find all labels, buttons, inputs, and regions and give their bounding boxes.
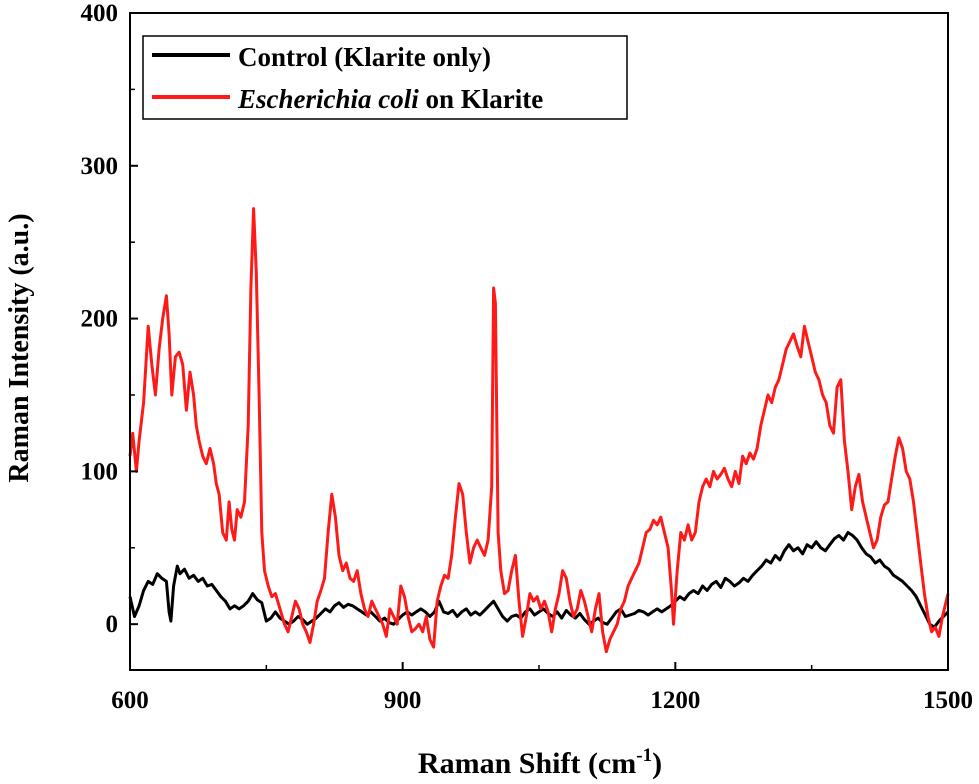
series-line-control xyxy=(128,531,950,629)
ticks-layer: 600 900 1200 1500 0 100 200 300 400 xyxy=(81,0,974,714)
y-tick-label-200: 200 xyxy=(81,306,119,333)
x-tick-label-1500: 1500 xyxy=(923,687,973,714)
legend-label-ecoli-italic: Escherichia coli xyxy=(237,84,419,114)
legend-label-control: Control (Klarite only) xyxy=(238,42,491,72)
y-tick-label-0: 0 xyxy=(106,611,119,638)
y-tick-label-300: 300 xyxy=(81,153,119,180)
series-layer xyxy=(128,207,950,654)
series-line-ecoli xyxy=(128,207,950,654)
x-axis-label-suffix: ) xyxy=(652,747,662,780)
x-axis-label-superscript: -1 xyxy=(636,745,652,766)
x-axis-label-main: Raman Shift (cm xyxy=(418,747,636,780)
y-axis-label: Raman Intensity (a.u.) xyxy=(4,213,35,482)
x-tick-label-600: 600 xyxy=(111,687,149,714)
legend-label-ecoli: Escherichia coli on Klarite xyxy=(237,84,543,114)
x-axis-label: Raman Shift (cm-1) xyxy=(418,745,662,780)
legend-label-ecoli-rest: on Klarite xyxy=(419,84,543,114)
x-tick-label-900: 900 xyxy=(384,687,422,714)
y-tick-label-400: 400 xyxy=(81,0,119,27)
legend-box xyxy=(142,35,628,120)
y-tick-label-100: 100 xyxy=(81,458,119,485)
x-tick-label-1200: 1200 xyxy=(650,687,700,714)
legend: Control (Klarite only) Escherichia coli … xyxy=(142,35,628,120)
